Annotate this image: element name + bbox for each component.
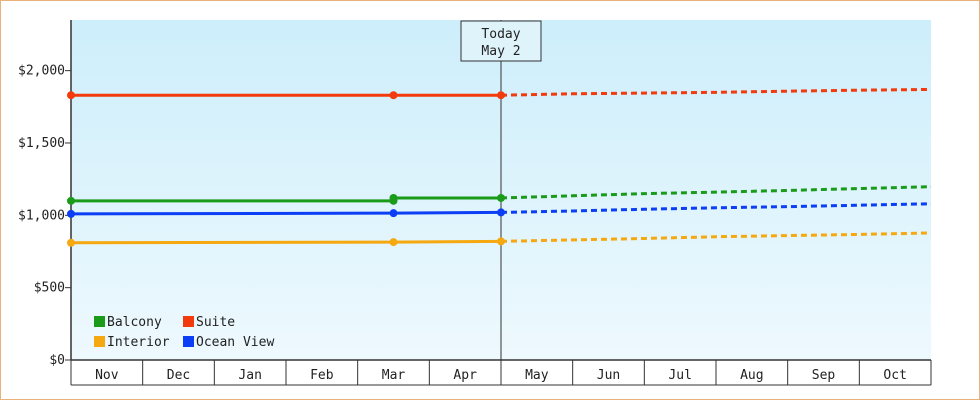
legend-swatch bbox=[94, 316, 105, 327]
actual-line bbox=[70, 239, 502, 245]
series-ocean-view bbox=[67, 202, 932, 218]
data-point bbox=[497, 237, 505, 246]
legend-label: Suite bbox=[196, 315, 235, 330]
y-tick-label: $1,000 bbox=[18, 208, 65, 223]
month-label: Oct bbox=[883, 368, 906, 383]
y-tick-label: $1,500 bbox=[18, 136, 65, 151]
actual-line bbox=[70, 210, 502, 216]
month-label: Nov bbox=[95, 368, 119, 383]
legend-label: Ocean View bbox=[196, 335, 274, 350]
x-axis: Nov Dec Jan Feb Mar Apr May Jun Jul Aug Sep Oct bbox=[70, 359, 932, 386]
today-label: May 2 bbox=[481, 44, 520, 59]
month-label: Sep bbox=[812, 368, 836, 383]
month-label: May bbox=[525, 368, 549, 383]
y-tick-label: $0 bbox=[49, 353, 65, 368]
series-layer bbox=[67, 87, 932, 247]
today-box bbox=[460, 20, 542, 62]
today-label: Today bbox=[481, 27, 520, 42]
month-label: Jun bbox=[597, 368, 620, 383]
data-point bbox=[389, 238, 398, 247]
data-point bbox=[497, 208, 505, 217]
month-label: Aug bbox=[740, 368, 763, 383]
y-tick-label: $500 bbox=[34, 281, 65, 296]
legend-label: Interior bbox=[107, 335, 170, 350]
month-label: Dec bbox=[167, 368, 190, 383]
data-point bbox=[497, 91, 505, 100]
forecast-line bbox=[500, 185, 932, 200]
month-label: Mar bbox=[382, 368, 406, 383]
month-label: Jan bbox=[238, 368, 261, 383]
series-balcony bbox=[67, 185, 932, 205]
legend-swatch bbox=[183, 316, 194, 327]
series-suite bbox=[67, 87, 932, 100]
forecast-line bbox=[500, 87, 932, 97]
legend-label: Balcony bbox=[107, 315, 162, 330]
data-point bbox=[497, 193, 505, 202]
data-point bbox=[67, 91, 75, 100]
data-point bbox=[389, 91, 398, 100]
data-point bbox=[389, 193, 398, 202]
data-point bbox=[67, 209, 75, 218]
forecast-line bbox=[500, 231, 932, 243]
today-marker: Today May 2 bbox=[460, 20, 542, 360]
legend-swatch bbox=[183, 336, 194, 347]
data-point bbox=[67, 238, 75, 247]
y-axis: $0 $500 $1,000 $1,500 $2,000 bbox=[18, 20, 72, 368]
series-interior bbox=[67, 231, 932, 247]
month-label: Jul bbox=[668, 368, 691, 383]
y-tick-label: $2,000 bbox=[18, 64, 65, 79]
forecast-line bbox=[500, 202, 932, 214]
legend: Balcony Suite Interior Ocean View bbox=[94, 315, 274, 350]
data-point bbox=[389, 209, 398, 218]
data-point bbox=[67, 196, 75, 205]
month-label: Apr bbox=[453, 368, 477, 383]
legend-swatch bbox=[94, 336, 105, 347]
month-label: Feb bbox=[310, 368, 334, 383]
